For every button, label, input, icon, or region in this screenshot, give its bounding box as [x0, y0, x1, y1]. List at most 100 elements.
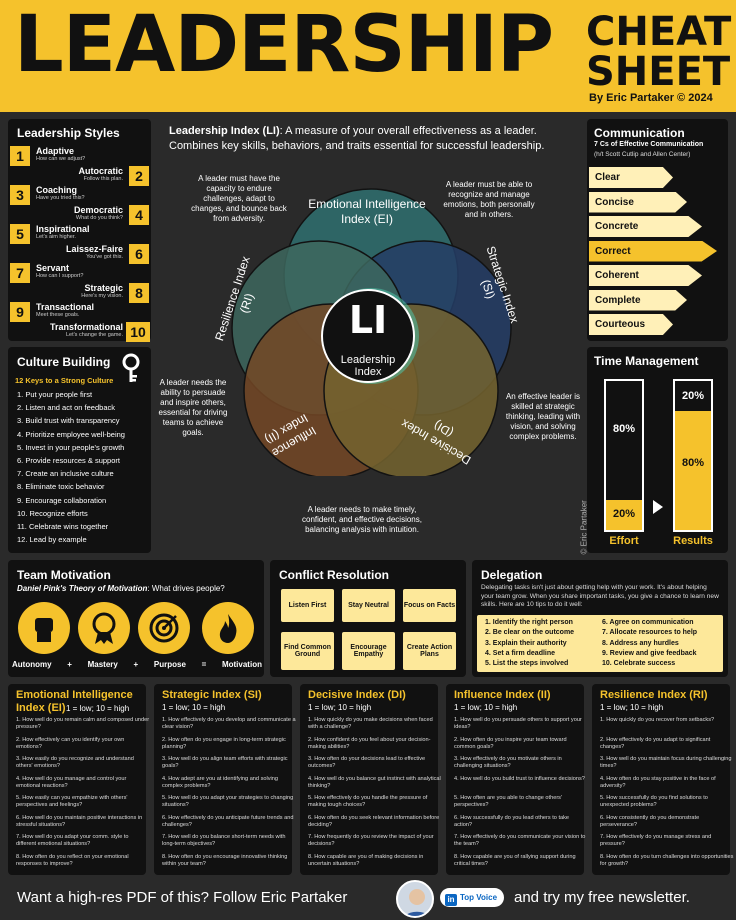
communication-item: Concise [589, 191, 687, 213]
index-questions-title: Resilience Index (RI) [600, 689, 708, 701]
index-question: 7. How well do you adapt your comm. styl… [16, 834, 129, 847]
index-question: 3. How well do you align team efforts wi… [162, 756, 288, 769]
linkedin-icon: in [445, 894, 457, 906]
index-questions-title: Influence Index (II) [454, 689, 551, 701]
delegation-tip: 7. Allocate resources to help [602, 629, 698, 637]
eq-plus-1: + [67, 660, 72, 669]
leadership-style-item: 6 Laissez-Faire You've got this. [8, 243, 151, 264]
delegation-panel: Delegation Delegating tasks isn't just a… [472, 560, 728, 677]
leadership-index-term: Leadership Index (LI) [169, 125, 280, 137]
team-motivation-panel: Team Motivation Daniel Pink's Theory of … [8, 560, 264, 677]
index-scale: 1 = low; 10 = high [162, 703, 226, 712]
leadership-style-item: 2 Autocratic Follow this plan. [8, 165, 151, 186]
delegation-tip: 10. Celebrate success [602, 660, 676, 668]
culture-subtitle: 12 Keys to a Strong Culture [15, 376, 114, 385]
index-question: 2. How often do you engage in long-term … [162, 736, 286, 750]
index-question: 4. How well do you manage and control yo… [16, 775, 127, 789]
leadership-styles-title: Leadership Styles [17, 126, 120, 140]
li-badge: LI [348, 298, 388, 342]
communication-item: Coherent [589, 265, 702, 286]
index-question: 3. How effectively do you motivate other… [454, 756, 562, 769]
results-bar: 20% 80% [673, 379, 713, 532]
results-bottom-label: 80% [681, 457, 705, 469]
results-label: Results [673, 535, 713, 547]
index-question: 2. How confident do you feel about your … [308, 736, 431, 750]
top-voice-badge[interactable]: in Top Voice [440, 888, 504, 907]
theory-question: : What drives people? [147, 584, 225, 593]
delegation-tip: 3. Explain their authority [485, 639, 567, 647]
flame-icon [202, 602, 254, 654]
effort-bottom-label: 20% [612, 508, 636, 520]
culture-item: 6. Provide resources & support [17, 456, 120, 465]
index-question: 6. How well do you maintain positive int… [16, 814, 143, 828]
index-scale: 1 = low; 10 = high [454, 703, 518, 712]
style-example: How can I support? [36, 273, 84, 279]
theory-name: Daniel Pink's Theory of Motivation [17, 584, 148, 593]
eq-motivation: Motivation [221, 660, 262, 669]
index-question: 5. How effectively do you handle the pre… [308, 795, 428, 808]
leadership-style-item: 4 Democratic What do you think? [8, 204, 151, 225]
index-question: 4. How adept are you at identifying and … [162, 775, 278, 789]
index-question: 4. How well do you build trust to influe… [454, 775, 585, 782]
index-question: 8. How capable are you of rallying suppo… [454, 853, 576, 867]
delegation-title: Delegation [481, 568, 543, 582]
eq-mastery: Mastery [87, 660, 118, 669]
note-ii: A leader needs the ability to persuade a… [158, 378, 228, 437]
delegation-tip: 6. Agree on communication [602, 619, 694, 626]
index-question: 4. How often do you stay positive in the… [600, 775, 716, 789]
medal-icon [78, 602, 130, 654]
leadership-venn-diagram [231, 188, 512, 476]
index-question: 8. How often do you encourage innovative… [162, 853, 288, 867]
style-example: What do you think? [75, 214, 123, 221]
style-number: 5 [10, 224, 30, 244]
style-number: 2 [129, 165, 149, 186]
style-name: Adaptive [36, 146, 75, 156]
leadership-style-item: 9 Transactional Meet these goals. [8, 302, 151, 322]
style-name: Servant [36, 263, 70, 273]
style-name: Coaching [36, 185, 78, 195]
style-example: Let's change the game. [65, 331, 123, 338]
author-credit: By Eric Partaker © 2024 [589, 92, 713, 104]
style-name: Transformational [49, 321, 123, 332]
leadership-index-text: : A measure of your overall effectivenes… [169, 125, 545, 152]
index-question: 8. How often do you turn challenges into… [600, 853, 734, 867]
leadership-index-description: Leadership Index (LI): A measure of your… [169, 124, 573, 154]
note-ri: A leader must have the capacity to endur… [191, 174, 287, 223]
style-number: 9 [10, 302, 30, 322]
index-scale: 1 = low; 10 = high [308, 703, 372, 712]
style-name: Transactional [36, 302, 95, 312]
style-example: Meet these goals. [36, 312, 80, 318]
index-scale: 1 = low; 10 = high [66, 704, 130, 713]
culture-building-title: Culture Building [17, 355, 111, 369]
culture-item: 1. Put your people first [17, 390, 93, 399]
target-icon [138, 602, 190, 654]
team-motivation-title: Team Motivation [17, 568, 111, 582]
index-question: 3. How easily do you recognize and under… [16, 756, 134, 769]
culture-item: 5. Invest in your people's growth [17, 442, 125, 452]
conflict-item: Listen First [281, 589, 334, 622]
style-example: Follow this plan. [83, 175, 123, 182]
culture-item: 7. Create an inclusive culture [17, 469, 114, 479]
style-number: 8 [129, 282, 149, 303]
culture-item: 4. Prioritize employee well-being [17, 429, 125, 439]
conflict-item: Find Common Ground [281, 632, 334, 670]
note-ei: A leader must be able to recognize and m… [443, 180, 535, 219]
style-number: 1 [10, 146, 30, 166]
effort-bar: 80% 20% [604, 379, 644, 532]
fist-icon [18, 602, 70, 654]
conflict-item: Focus on Facts [403, 589, 456, 622]
index-question: 7. How effectively do you communicate yo… [454, 834, 586, 847]
index-question: 7. How frequently do you review the impa… [308, 834, 434, 847]
index-questions-panel: Influence Index (II) 1 = low; 10 = high 1.… [446, 684, 585, 875]
avatar[interactable] [396, 880, 434, 918]
conflict-resolution-title: Conflict Resolution [279, 568, 389, 582]
communication-item: Complete [589, 289, 687, 311]
communication-subtitle: 7 Cs of Effective Communication [594, 141, 704, 148]
page-title: LEADERSHIP [14, 0, 554, 90]
index-scale: 1 = low; 10 = high [600, 703, 664, 712]
index-question: 2. How effectively do you adapt to signi… [600, 736, 711, 750]
culture-item: 10. Recognize efforts [17, 508, 88, 518]
index-question: 3. How well do you maintain focus during… [600, 756, 732, 769]
leadership-style-item: 7 Servant How can I support? [8, 263, 151, 283]
style-name: Autocratic [78, 165, 123, 176]
